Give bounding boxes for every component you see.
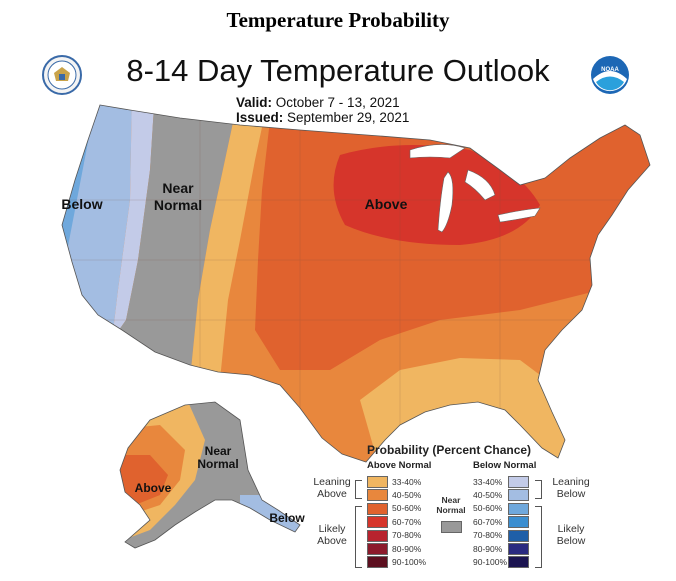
- below-swatch: [508, 516, 529, 529]
- above-swatch: [367, 529, 388, 542]
- label-alaska-near-1: Near: [205, 444, 232, 458]
- below-swatch-label: 33-40%: [473, 476, 503, 487]
- likely-below-label: Likely Below: [556, 523, 586, 547]
- svg-text:NOAA: NOAA: [601, 67, 619, 73]
- below-swatch-label: 50-60%: [473, 503, 503, 514]
- above-swatch-label: 50-60%: [392, 503, 422, 514]
- above-swatch-label: 70-80%: [392, 530, 422, 541]
- below-swatch: [508, 502, 529, 515]
- leaning-below-label: Leaning Below: [552, 476, 590, 500]
- great-lakes: [409, 144, 541, 233]
- below-swatch: [508, 543, 529, 555]
- map-title: 8-14 Day Temperature Outlook: [126, 53, 550, 88]
- above-swatch: [367, 502, 388, 515]
- above-swatch-label: 33-40%: [392, 476, 422, 487]
- label-above: Above: [365, 196, 408, 212]
- below-swatch: [508, 489, 529, 502]
- bracket-leaning-above: [355, 480, 362, 499]
- above-swatch-label: 60-70%: [392, 516, 422, 527]
- page-title: Temperature Probability: [226, 8, 450, 32]
- near-normal-legend-label: Near Normal: [436, 495, 466, 515]
- valid-date: Valid: October 7 - 13, 2021: [236, 95, 400, 110]
- near-normal-swatch: [441, 521, 462, 533]
- below-swatch-label: 70-80%: [473, 530, 503, 541]
- likely-above-label: Likely Above: [317, 523, 347, 547]
- doc-seal-icon: [42, 55, 82, 95]
- below-swatch-label: 40-50%: [473, 489, 503, 500]
- above-swatch: [367, 556, 388, 569]
- bracket-likely-below: [535, 506, 542, 568]
- label-alaska-below: Below: [269, 511, 305, 525]
- label-near-normal-1: Near: [162, 180, 194, 196]
- label-alaska-above: Above: [135, 481, 172, 495]
- noaa-logo-icon: NOAA: [591, 56, 629, 94]
- legend: Probability (Percent Chance) Above Norma…: [305, 443, 605, 575]
- above-swatch-label: 90-100%: [392, 556, 427, 567]
- above-swatch: [367, 476, 388, 488]
- below-swatch-label: 90-100%: [473, 556, 508, 567]
- above-swatch: [367, 516, 388, 529]
- label-alaska-near-2: Normal: [197, 457, 238, 471]
- issued-date: Issued: September 29, 2021: [236, 110, 410, 125]
- label-near-normal-2: Normal: [154, 197, 202, 213]
- below-swatch-label: 80-90%: [473, 543, 503, 554]
- below-swatch: [508, 529, 529, 542]
- above-swatch-label: 40-50%: [392, 489, 422, 500]
- legend-above-header: Above Normal: [367, 460, 432, 471]
- leaning-above-label: Leaning Above: [313, 476, 351, 500]
- label-west-below: Below: [61, 196, 102, 212]
- below-swatch: [508, 476, 529, 488]
- legend-title: Probability (Percent Chance): [367, 443, 532, 457]
- below-swatch: [508, 556, 529, 569]
- above-swatch: [367, 543, 388, 555]
- legend-below-header: Below Normal: [473, 460, 537, 471]
- above-swatch: [367, 489, 388, 502]
- bracket-likely-above: [355, 506, 362, 568]
- below-swatch-label: 60-70%: [473, 516, 503, 527]
- bracket-leaning-below: [535, 480, 542, 499]
- above-swatch-label: 80-90%: [392, 543, 422, 554]
